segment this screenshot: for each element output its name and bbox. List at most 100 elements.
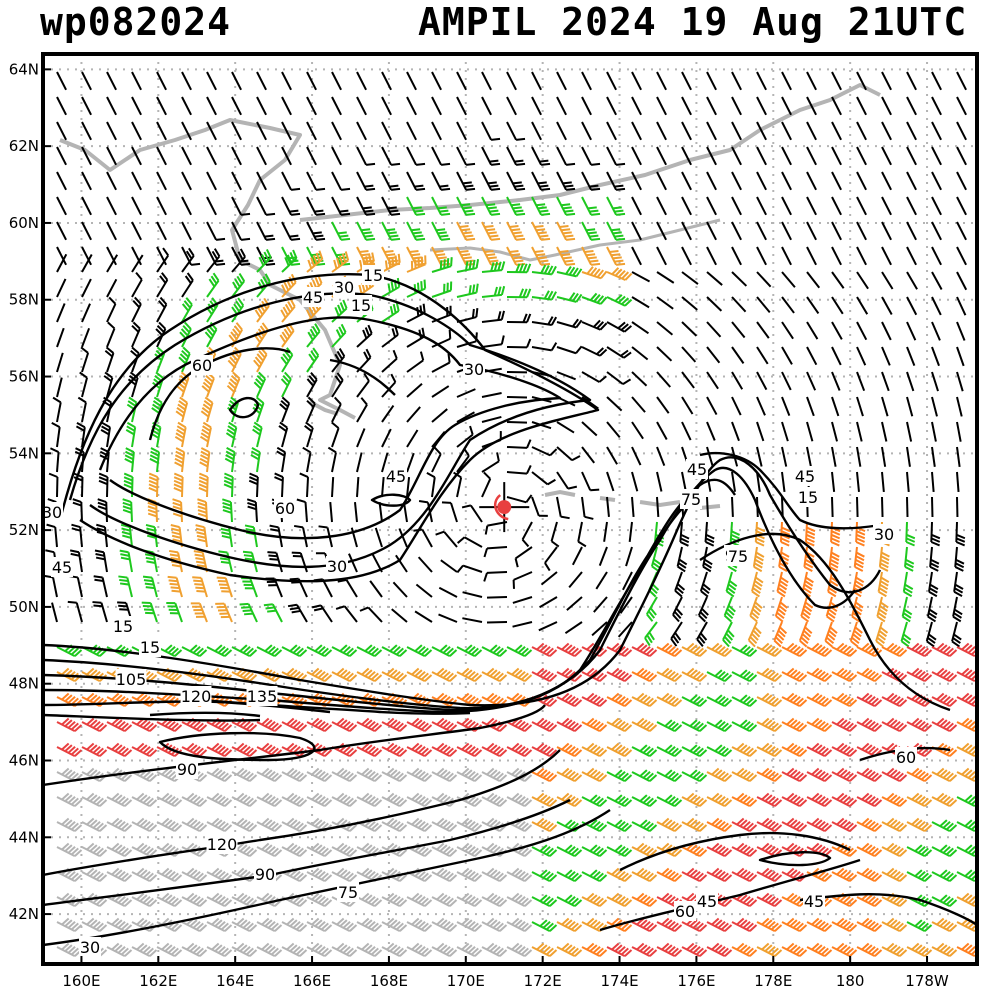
wind-barb bbox=[356, 397, 368, 423]
wind-barb bbox=[69, 549, 83, 573]
wind-barb bbox=[956, 221, 967, 241]
wind-barb bbox=[276, 446, 287, 473]
wind-barb bbox=[747, 621, 762, 648]
wind-barb bbox=[656, 692, 683, 707]
wind-barb bbox=[156, 121, 167, 141]
lon-tick-label: 176E bbox=[677, 972, 715, 989]
wind-barb bbox=[681, 642, 708, 657]
wind-barb bbox=[581, 742, 608, 757]
wind-barb bbox=[756, 246, 767, 266]
wind-barb bbox=[356, 324, 373, 348]
wind-barb bbox=[106, 842, 133, 857]
wind-barb bbox=[306, 717, 333, 732]
wind-barb bbox=[631, 717, 658, 732]
lat-tick-label: 56N bbox=[9, 368, 39, 386]
wind-barb bbox=[456, 388, 476, 398]
wind-barb bbox=[731, 867, 758, 882]
wind-barb bbox=[280, 298, 296, 323]
wind-barb bbox=[331, 717, 358, 732]
wind-barb bbox=[279, 396, 291, 423]
wind-barb bbox=[656, 246, 667, 266]
wind-barb bbox=[431, 121, 442, 141]
wind-barb bbox=[606, 471, 615, 492]
wind-barb bbox=[606, 844, 633, 857]
wind-barb bbox=[856, 917, 883, 932]
isotach-60-ring bbox=[228, 396, 260, 419]
wind-barb bbox=[356, 452, 363, 473]
wind-barb bbox=[931, 221, 942, 241]
wind-barb bbox=[756, 842, 783, 857]
wind-barb bbox=[631, 744, 658, 757]
wind-barb bbox=[681, 694, 708, 707]
wind-barb bbox=[438, 586, 458, 598]
wind-barb bbox=[681, 71, 692, 91]
wind-barb bbox=[856, 146, 867, 166]
lon-tick-label: 162E bbox=[139, 972, 177, 989]
wind-barb bbox=[806, 642, 833, 657]
lon-tick-label: 178W bbox=[905, 972, 949, 989]
wind-barb bbox=[531, 196, 551, 216]
wind-barb bbox=[457, 536, 483, 548]
wind-barb bbox=[350, 527, 358, 548]
wind-barb bbox=[831, 396, 840, 417]
wind-barb bbox=[456, 742, 483, 757]
lon-tick-label: 164E bbox=[216, 972, 254, 989]
wind-barb bbox=[481, 415, 502, 423]
wind-barb bbox=[356, 667, 383, 682]
wind-barb bbox=[881, 71, 892, 91]
wind-barb bbox=[348, 553, 358, 573]
wind-barb bbox=[756, 321, 770, 339]
wind-barb bbox=[900, 621, 912, 648]
wind-barb bbox=[606, 794, 633, 807]
wind-barb bbox=[531, 869, 558, 882]
lat-tick-label: 50N bbox=[9, 598, 39, 616]
wind-barb bbox=[556, 96, 567, 116]
wind-barb bbox=[952, 596, 963, 623]
contour-label-bg bbox=[206, 834, 238, 854]
wind-barb bbox=[381, 717, 408, 732]
wind-barb bbox=[906, 321, 917, 341]
wind-barb bbox=[381, 121, 392, 141]
wind-barb bbox=[856, 667, 883, 682]
contour-label-bg bbox=[180, 686, 212, 706]
wind-barb bbox=[481, 452, 500, 473]
wind-barb bbox=[881, 867, 908, 882]
wind-barb bbox=[806, 71, 817, 91]
wind-barb bbox=[756, 96, 767, 116]
wind-barb bbox=[531, 742, 558, 757]
wind-barb bbox=[481, 261, 506, 273]
contour-label: 30 bbox=[80, 938, 100, 957]
wind-barb bbox=[456, 792, 483, 807]
wind-barb bbox=[181, 917, 208, 932]
wind-barb bbox=[406, 917, 433, 932]
wind-barb bbox=[931, 917, 958, 932]
wind-barb bbox=[776, 571, 789, 598]
wind-barb bbox=[706, 121, 717, 141]
wind-barb bbox=[406, 96, 417, 116]
contour-label-bg bbox=[696, 891, 718, 911]
wind-barb bbox=[856, 246, 867, 266]
wind-barb bbox=[956, 321, 966, 341]
wind-barb bbox=[456, 146, 476, 166]
wind-barb bbox=[681, 719, 708, 732]
wind-barb bbox=[656, 321, 674, 336]
wind-barb bbox=[856, 496, 859, 518]
wind-barb bbox=[181, 196, 192, 216]
wind-barb bbox=[231, 667, 258, 682]
wind-barb bbox=[956, 196, 967, 216]
wind-barb bbox=[881, 692, 908, 707]
wind-barb bbox=[506, 246, 526, 266]
wind-barb bbox=[656, 471, 663, 492]
wind-barb bbox=[781, 667, 808, 682]
wind-barb bbox=[831, 321, 843, 340]
wind-barb bbox=[56, 196, 67, 216]
wind-barb bbox=[731, 917, 758, 932]
wind-barb bbox=[406, 452, 415, 473]
wind-barb bbox=[881, 767, 908, 782]
wind-barb bbox=[256, 96, 267, 116]
wind-barb bbox=[531, 667, 558, 682]
wind-barb bbox=[731, 694, 758, 707]
wind-barb bbox=[337, 578, 358, 598]
wind-barb bbox=[756, 692, 783, 707]
wind-barb bbox=[56, 352, 64, 373]
